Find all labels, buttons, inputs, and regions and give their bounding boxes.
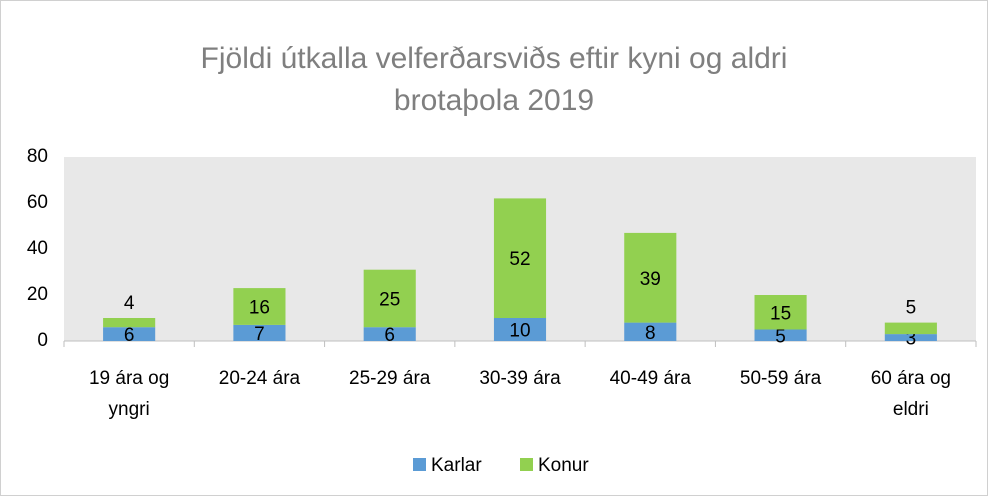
data-label: 15 <box>770 303 791 324</box>
bar-segment <box>754 295 807 330</box>
data-label: 3 <box>906 329 917 350</box>
bar-segment <box>624 322 677 341</box>
y-tick-label: 40 <box>27 238 48 259</box>
legend-label: Konur <box>538 455 589 476</box>
legend-swatch <box>413 458 426 471</box>
bar-segment <box>884 334 937 341</box>
data-label: 10 <box>509 321 530 342</box>
data-label: 16 <box>249 298 270 319</box>
data-label: 7 <box>254 324 265 345</box>
data-label: 6 <box>124 325 135 346</box>
x-tick-label: 60 ára og eldri <box>871 368 951 420</box>
bar-segment <box>493 198 547 318</box>
data-label: 52 <box>509 249 530 270</box>
bar-segment <box>754 329 807 341</box>
bar-segment <box>363 269 416 328</box>
y-tick-label: 20 <box>27 284 48 305</box>
bar-segment <box>103 327 156 341</box>
bar-segment <box>884 322 937 335</box>
x-tick-label: 40-49 ára <box>610 368 692 389</box>
x-tick-label: 50-59 ára <box>740 368 822 389</box>
bar-segment <box>233 324 286 341</box>
x-tick-label: 19 ára og yngri <box>89 368 169 420</box>
y-tick-label: 0 <box>37 330 48 351</box>
data-label: 4 <box>124 293 135 314</box>
bar-segment <box>624 232 677 323</box>
legend-swatch <box>520 458 533 471</box>
data-label: 5 <box>906 298 917 319</box>
chart-title: Fjöldi útkalla velferðarsviðs eftir kyni… <box>201 42 788 117</box>
legend-label: Karlar <box>431 455 482 476</box>
data-label: 39 <box>640 269 661 290</box>
data-label: 6 <box>384 325 395 346</box>
x-tick-label: 25-29 ára <box>349 368 431 389</box>
bar-segment <box>233 288 286 325</box>
data-label: 5 <box>775 326 786 347</box>
data-label: 8 <box>645 323 656 344</box>
bar-segment <box>103 318 156 328</box>
data-label: 25 <box>379 289 400 310</box>
bar-segment <box>363 327 416 341</box>
y-tick-label: 80 <box>27 146 48 167</box>
bar-segment <box>493 318 547 341</box>
x-tick-label: 30-39 ára <box>479 368 561 389</box>
x-tick-label: 20-24 ára <box>219 368 301 389</box>
y-tick-label: 60 <box>27 192 48 213</box>
